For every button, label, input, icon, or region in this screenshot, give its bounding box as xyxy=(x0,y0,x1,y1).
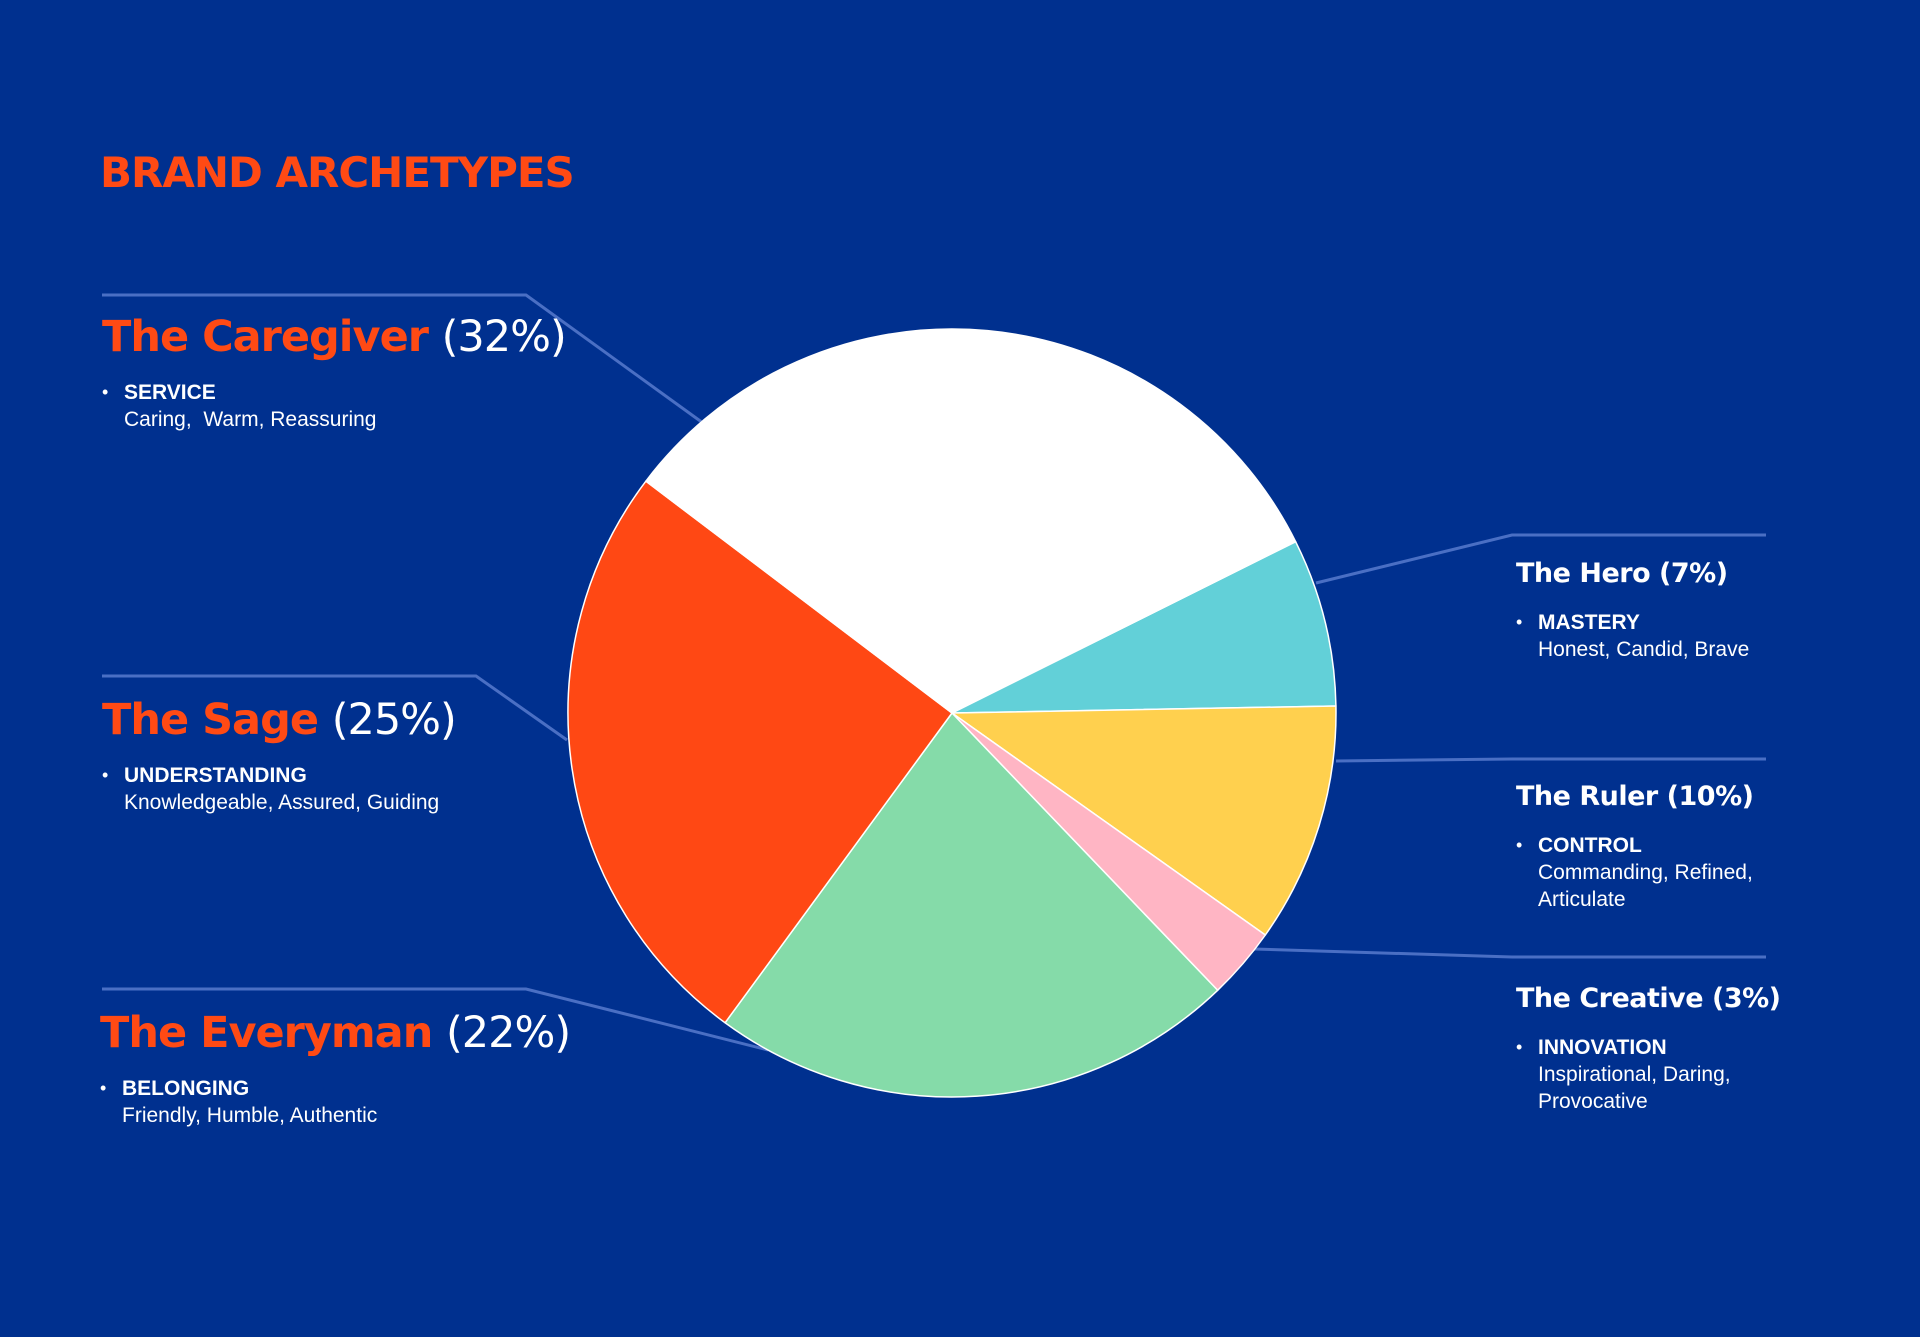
description-sage: Knowledgeable, Assured, Guiding xyxy=(124,791,440,814)
description-everyman: Friendly, Humble, Authentic xyxy=(122,1104,378,1127)
archetype-percent-hero: (7%) xyxy=(1659,558,1728,589)
trait-sage: UNDERSTANDING xyxy=(124,764,307,787)
archetype-name-hero: The Hero xyxy=(1516,558,1651,589)
bullet-icon: • xyxy=(100,1078,107,1098)
archetype-name-creative: The Creative xyxy=(1516,983,1704,1014)
leader-line-ruler xyxy=(1335,757,1766,763)
description-creative: Inspirational, Daring, Provocative xyxy=(1538,1063,1731,1113)
leader-line-everyman xyxy=(102,987,769,1052)
description-caregiver: Caring, Warm, Reassuring xyxy=(124,408,377,431)
archetype-name-everyman: The Everyman xyxy=(100,1008,433,1058)
trait-caregiver: SERVICE xyxy=(124,381,216,404)
leader-line-sage xyxy=(102,674,568,742)
archetype-name-sage: The Sage xyxy=(102,695,319,745)
pie-slice-ruler xyxy=(951,705,1337,936)
bullet-icon: • xyxy=(1516,835,1523,855)
bullet-icon: • xyxy=(102,382,109,402)
bullet-icon: • xyxy=(1516,1037,1523,1057)
archetype-percent-creative: (3%) xyxy=(1712,983,1781,1014)
leader-line-caregiver xyxy=(102,293,704,425)
page-title: BRAND ARCHETYPES xyxy=(100,148,575,197)
archetype-percent-caregiver: (32%) xyxy=(441,312,567,362)
archetype-percent-everyman: (22%) xyxy=(446,1008,571,1058)
pie-slice-sage xyxy=(567,480,953,1024)
leader-line-hero xyxy=(1315,533,1766,585)
description-hero: Honest, Candid, Brave xyxy=(1538,638,1750,661)
bullet-icon: • xyxy=(102,765,109,785)
archetype-name-caregiver: The Caregiver xyxy=(102,312,429,362)
trait-everyman: BELONGING xyxy=(122,1077,250,1100)
card-ruler: The Ruler (10%) • CONTROL Commanding, Refi… xyxy=(1516,783,1808,913)
pie-slice-hero xyxy=(951,540,1337,714)
trait-ruler: CONTROL xyxy=(1538,834,1642,857)
trait-creative: INNOVATION xyxy=(1538,1036,1667,1059)
trait-hero: MASTERY xyxy=(1538,611,1640,634)
bullet-icon: • xyxy=(1516,612,1523,632)
card-hero: The Hero (7%) • MASTERY Honest, Candid, Br… xyxy=(1516,560,1749,663)
archetype-percent-sage: (25%) xyxy=(331,695,457,745)
card-creative: The Creative (3%) • INNOVATION Inspiration… xyxy=(1516,985,1781,1115)
card-sage: The Sage (25%) • UNDERSTANDING Knowledgeab… xyxy=(102,699,457,816)
leader-lines xyxy=(102,293,1766,1052)
archetype-percent-ruler: (10%) xyxy=(1666,781,1754,812)
pie-slices xyxy=(567,328,1337,1098)
card-caregiver: The Caregiver (32%) • SERVICE Caring, Warm… xyxy=(102,316,567,433)
description-ruler: Commanding, Refined, Articulate xyxy=(1538,861,1753,911)
pie-slice-everyman xyxy=(724,712,1219,1098)
archetype-name-ruler: The Ruler xyxy=(1516,781,1658,812)
leader-line-creative xyxy=(1253,947,1766,959)
card-everyman: The Everyman (22%) • BELONGING Friendly, H… xyxy=(100,1012,571,1129)
pie-slice-caregiver xyxy=(645,328,1297,714)
